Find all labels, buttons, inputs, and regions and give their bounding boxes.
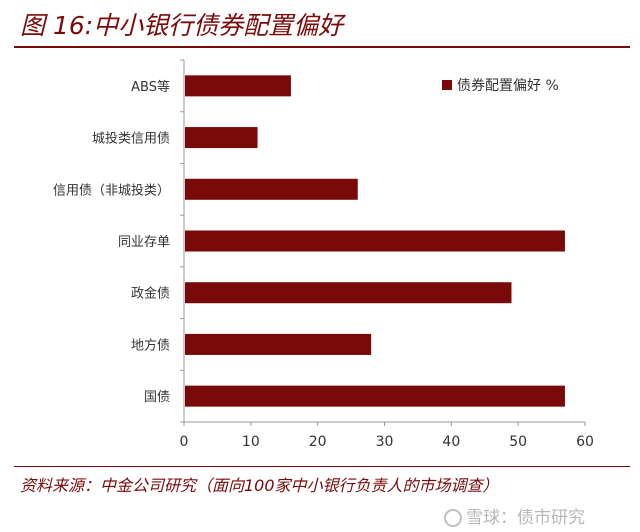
x-tick-label: 50 bbox=[509, 434, 527, 450]
bar bbox=[185, 178, 358, 200]
watermark: 雪球：债市研究 bbox=[444, 503, 585, 528]
category-label: 城投类信用债 bbox=[92, 131, 170, 147]
source-note: 资料来源：中金公司研究（面向100家中小银行负责人的市场调查） bbox=[20, 476, 499, 495]
figure-title: 图 16:中小银行债券配置偏好 bbox=[20, 11, 344, 40]
category-label: ABS等 bbox=[131, 79, 170, 95]
category-label: 信用债（非城投类） bbox=[53, 182, 170, 198]
x-tick-label: 20 bbox=[309, 434, 327, 450]
bar bbox=[185, 230, 565, 252]
title-divider bbox=[14, 46, 630, 48]
category-label: 同业存单 bbox=[118, 235, 170, 250]
snowball-logo-icon bbox=[444, 509, 462, 527]
x-tick-label: 10 bbox=[242, 434, 260, 450]
x-tick-label: 0 bbox=[180, 434, 189, 450]
watermark-text: 雪球：债市研究 bbox=[466, 508, 585, 528]
x-tick-label: 40 bbox=[442, 434, 460, 450]
legend-label: 债券配置偏好 % bbox=[457, 78, 559, 94]
bar bbox=[185, 75, 291, 97]
category-label: 国债 bbox=[144, 390, 170, 405]
bar bbox=[185, 333, 372, 355]
x-tick-label: 30 bbox=[376, 434, 394, 450]
x-tick-label: 60 bbox=[576, 434, 594, 450]
bar bbox=[185, 127, 258, 149]
bar bbox=[185, 385, 565, 407]
legend-swatch bbox=[442, 80, 452, 90]
category-label: 政金债 bbox=[131, 286, 170, 302]
bar bbox=[185, 282, 512, 304]
source-divider bbox=[14, 466, 630, 467]
category-label: 地方债 bbox=[131, 337, 170, 353]
